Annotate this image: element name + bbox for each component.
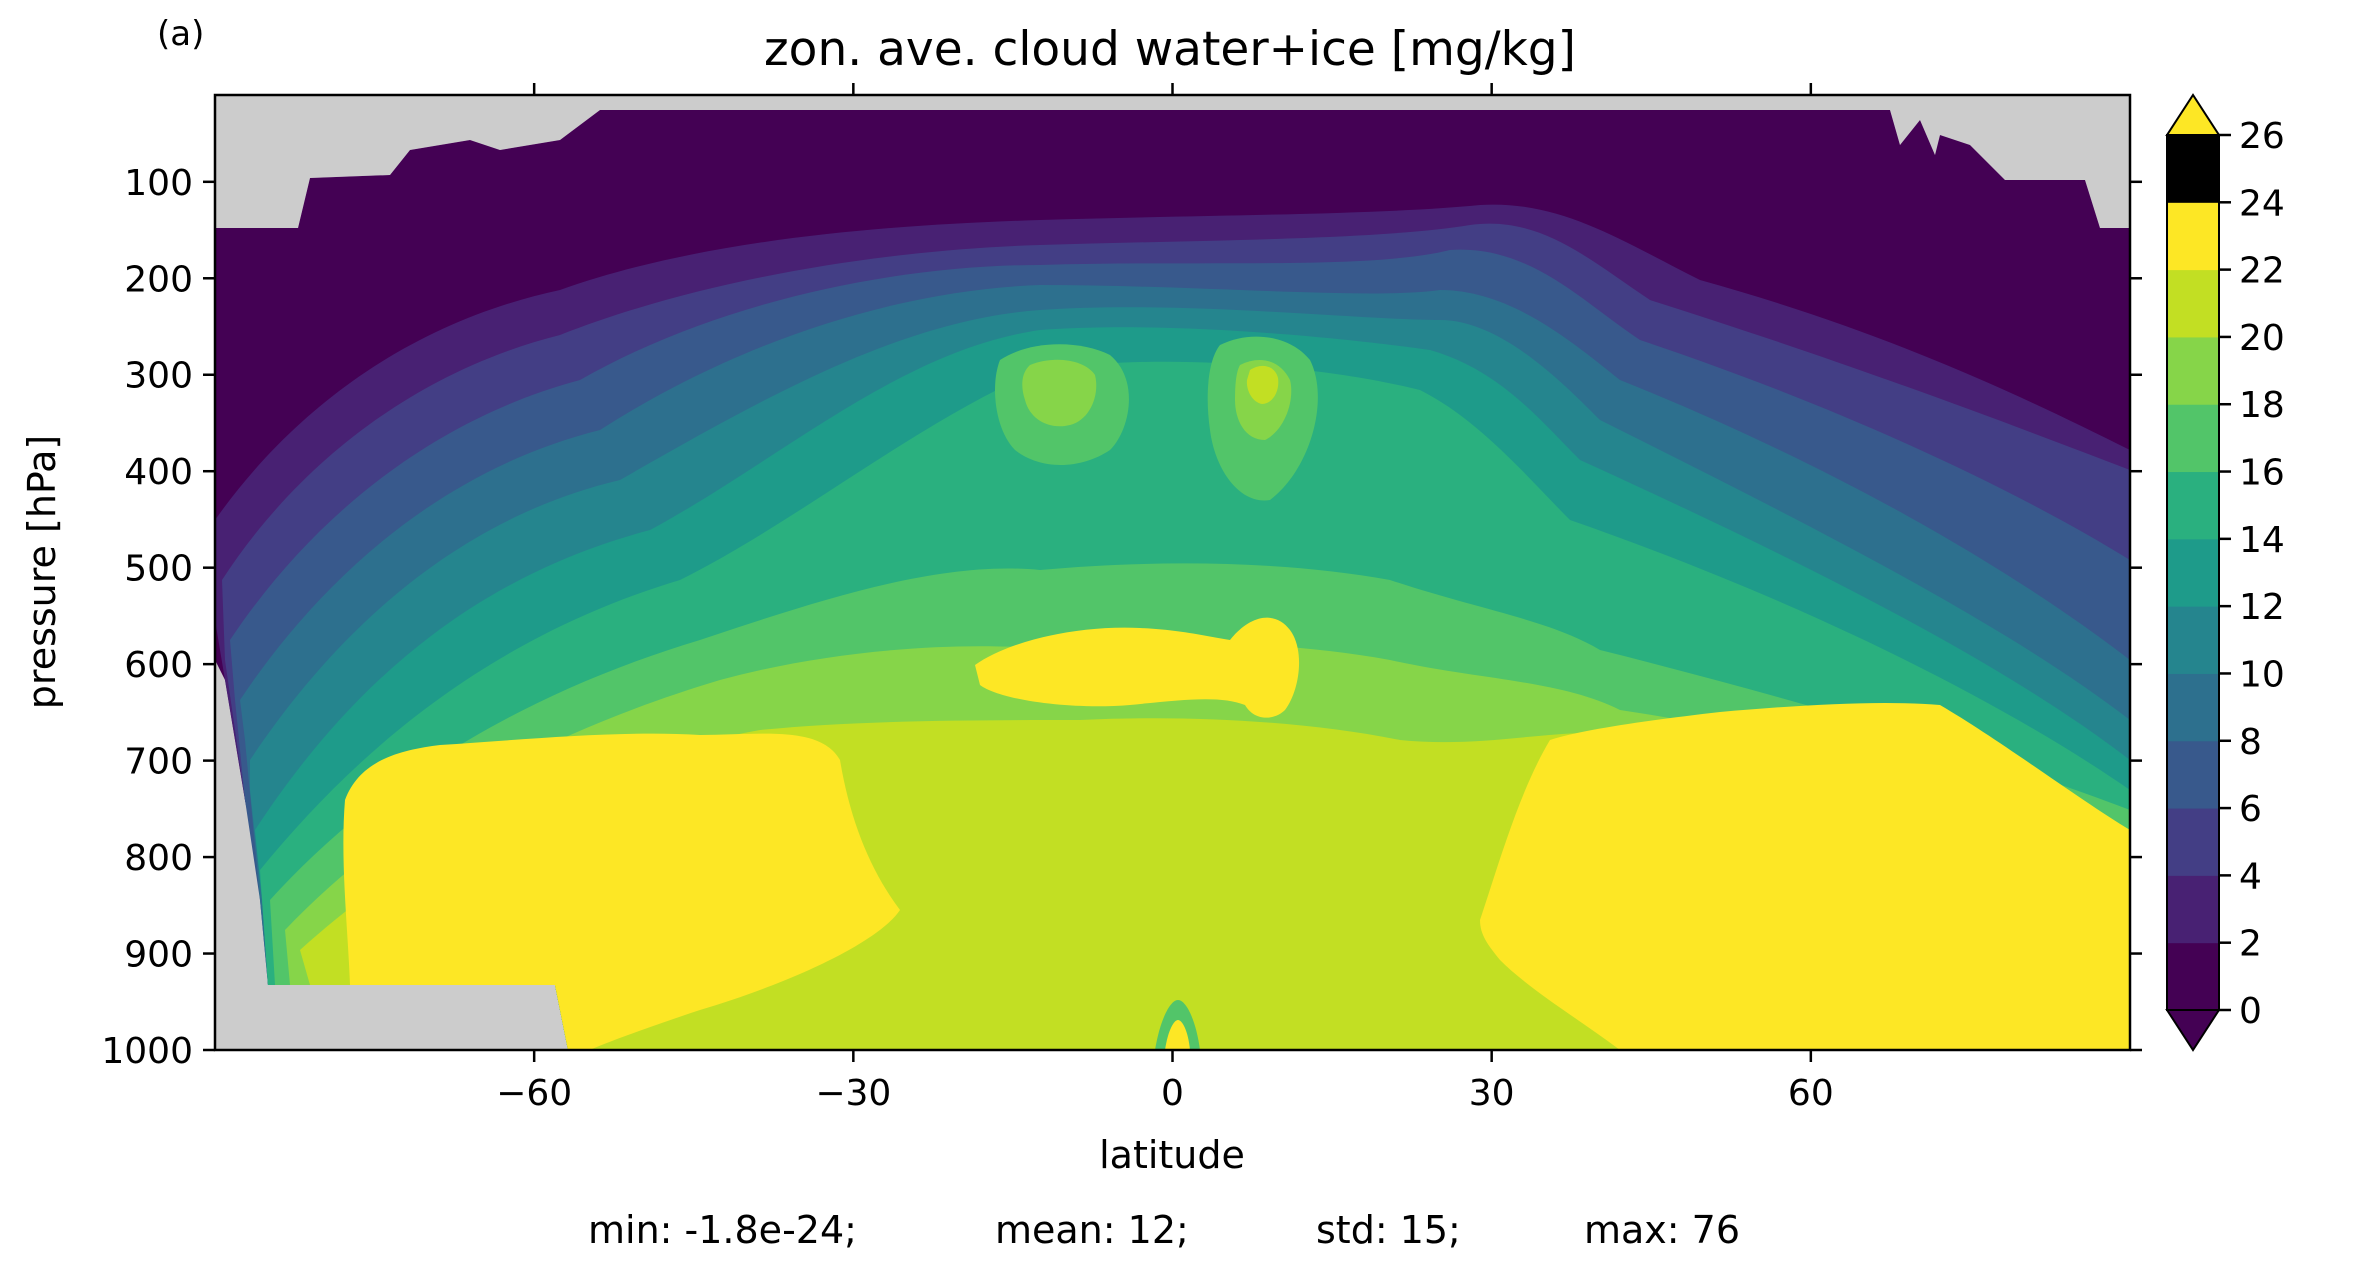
y-tick-label: 100 <box>124 163 193 204</box>
y-tick-label: 800 <box>124 838 193 879</box>
colorbar-segment <box>2167 740 2219 809</box>
x-tick-label: −30 <box>815 1073 891 1114</box>
x-tick-label: 0 <box>1161 1073 1184 1114</box>
colorbar-segment <box>2167 135 2219 203</box>
colorbar-tick-label: 8 <box>2239 722 2262 763</box>
x-axis-ticks: −60 −30 0 30 60 <box>496 83 1834 1114</box>
y-tick-label: 500 <box>124 549 193 590</box>
missing-region-top <box>215 95 2130 228</box>
stat-max: max: 76 <box>1584 1208 1740 1252</box>
colorbar-tick-label: 0 <box>2239 991 2262 1032</box>
colorbar-segment <box>2167 471 2219 540</box>
colorbar-tick-label: 26 <box>2239 116 2285 157</box>
colorbar-segment <box>2167 673 2219 742</box>
x-axis-label: latitude <box>1099 1133 1245 1177</box>
colorbar-segment <box>2167 808 2219 876</box>
colorbar-segments <box>2167 135 2219 1011</box>
colorbar-tick-label: 14 <box>2239 520 2285 561</box>
stat-mean: mean: 12; <box>995 1208 1189 1252</box>
colorbar-over-arrow <box>2165 93 2221 136</box>
y-tick-label: 200 <box>124 259 193 300</box>
y-tick-label: 600 <box>124 645 193 686</box>
contour-bands <box>215 204 2130 1050</box>
colorbar-segment <box>2167 606 2219 674</box>
upper-max-north-peak <box>1246 365 1279 404</box>
north-lowlevel-maximum <box>1480 702 2130 1050</box>
chart-title: zon. ave. cloud water+ice [mg/kg] <box>764 22 1576 77</box>
colorbar-tick-label: 2 <box>2239 924 2262 965</box>
y-tick-label: 1000 <box>101 1031 193 1072</box>
upper-max-south-core <box>1022 359 1097 427</box>
panel-label: (a) <box>157 14 204 54</box>
y-axis-label: pressure [hPa] <box>20 435 64 709</box>
colorbar-tick-label: 6 <box>2239 789 2262 830</box>
y-tick-label: 900 <box>124 935 193 976</box>
colorbar-tick-label: 22 <box>2239 251 2285 292</box>
colorbar-under-arrow <box>2165 1009 2221 1052</box>
equator-surface-core <box>1165 1020 1190 1050</box>
midlevel-tropical-maximum <box>975 617 1300 718</box>
colorbar-segment <box>2167 269 2219 338</box>
missing-data-regions <box>215 95 2130 1050</box>
south-lowlevel-maximum <box>343 733 901 1050</box>
y-tick-label: 300 <box>124 356 193 397</box>
colorbar-tick-label: 4 <box>2239 856 2262 897</box>
colorbar-tick-label: 16 <box>2239 453 2285 494</box>
colorbar-segment <box>2167 538 2219 607</box>
y-tick-label: 700 <box>124 742 193 783</box>
x-tick-label: −60 <box>496 1073 572 1114</box>
y-axis-ticks: 100 200 300 400 500 600 700 800 900 1000 <box>101 163 2142 1072</box>
colorbar-segment <box>2167 336 2219 405</box>
colorbar-tick-label: 18 <box>2239 385 2285 426</box>
y-tick-label: 400 <box>124 452 193 493</box>
missing-region-southwest <box>215 660 568 1050</box>
colorbar-tick-label: 10 <box>2239 654 2285 695</box>
colorbar-segment <box>2167 202 2219 271</box>
stat-min: min: -1.8e-24; <box>588 1208 857 1252</box>
plot-area <box>215 95 2130 1050</box>
colorbar-tick-label: 12 <box>2239 587 2285 628</box>
colorbar-segment <box>2167 942 2219 1011</box>
x-tick-label: 30 <box>1469 1073 1515 1114</box>
colorbar-segment <box>2167 875 2219 944</box>
colorbar-tick-label: 24 <box>2239 183 2285 224</box>
x-tick-label: 60 <box>1788 1073 1834 1114</box>
colorbar-segment <box>2167 404 2219 473</box>
colorbar-tick-label: 20 <box>2239 318 2285 359</box>
stat-std: std: 15; <box>1316 1208 1461 1252</box>
colorbar-frame <box>2166 134 2220 1011</box>
